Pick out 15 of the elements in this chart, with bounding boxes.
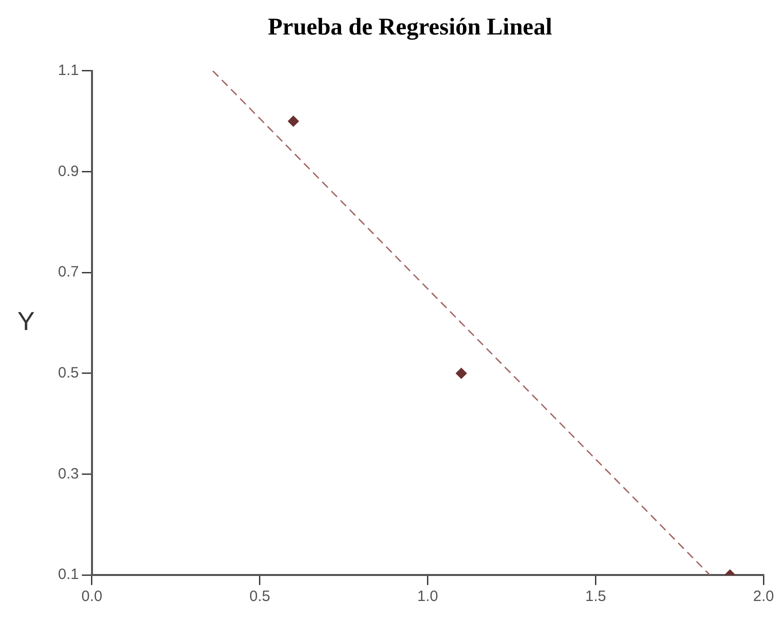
y-tick-label: 0.5 bbox=[58, 364, 79, 382]
y-tick-label: 0.3 bbox=[58, 465, 79, 482]
y-tick-label: 1.1 bbox=[58, 62, 79, 79]
y-tick-label: 0.7 bbox=[58, 264, 79, 281]
chart-title: Prueba de Regresión Lineal bbox=[268, 14, 552, 41]
point bbox=[456, 368, 467, 379]
x-tick-label: 1.0 bbox=[417, 588, 438, 606]
y-tick-label: 0.1 bbox=[58, 566, 79, 584]
x-tick-label: 0.5 bbox=[249, 588, 270, 606]
x-tick-label: 1.5 bbox=[585, 588, 606, 606]
x-tick-label: 2.0 bbox=[753, 588, 774, 606]
point bbox=[288, 116, 299, 127]
x-tick-label: 0.0 bbox=[81, 588, 102, 606]
y-axis-title: Y bbox=[17, 306, 35, 336]
y-tick-label: 0.9 bbox=[58, 162, 79, 180]
